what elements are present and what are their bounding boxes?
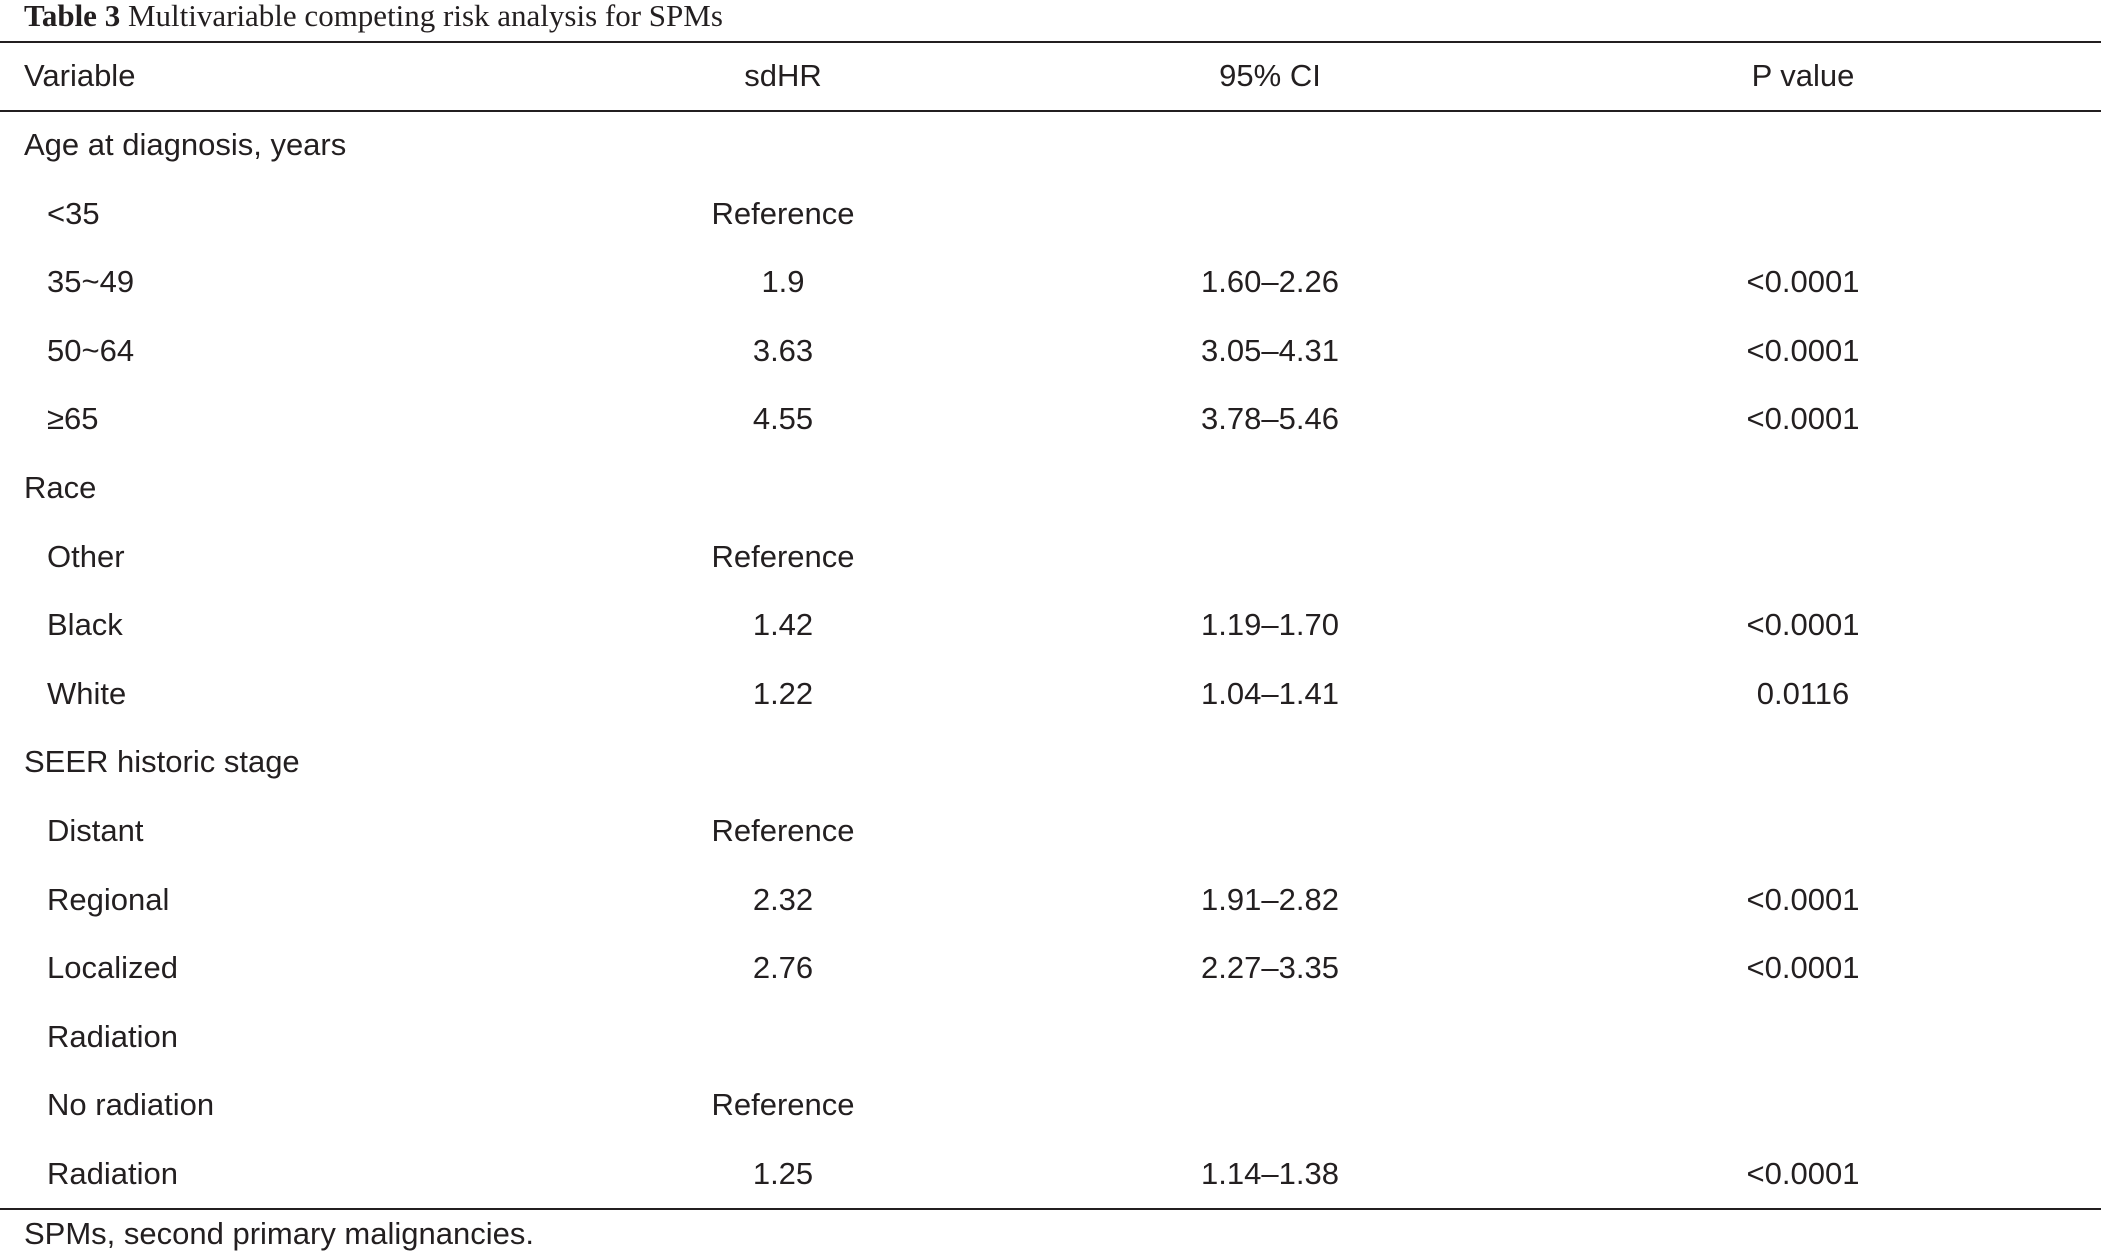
table-caption: Table 3 Multivariable competing risk ana… [24, 0, 723, 36]
table-row: ≥65 4.55 3.78–5.46 <0.0001 [0, 385, 2101, 453]
cell-sdhr: 2.32 [752, 881, 814, 917]
cell-p-value [1603, 1003, 2003, 1071]
cell-p-value [1603, 180, 2003, 248]
cell-variable: Localized [47, 950, 178, 986]
cell-variable: <35 [47, 195, 100, 231]
cell-sdhr [583, 728, 983, 796]
cell-sdhr: Reference [711, 1087, 855, 1123]
cell-ci [1070, 797, 1470, 865]
cell-sdhr [583, 454, 983, 522]
cell-p-value [1603, 797, 2003, 865]
cell-sdhr [583, 1003, 983, 1071]
table-row: Radiation [0, 1003, 2101, 1071]
cell-variable: Regional [47, 881, 170, 917]
cell-p-value: <0.0001 [1746, 264, 1860, 300]
table-row: Race [0, 454, 2101, 522]
table-row: Regional 2.32 1.91–2.82 <0.0001 [0, 866, 2101, 934]
table-row: Localized 2.76 2.27–3.35 <0.0001 [0, 934, 2101, 1002]
cell-variable: Radiation [47, 1018, 178, 1054]
cell-ci: 3.05–4.31 [1201, 332, 1339, 368]
cell-p-value [1603, 454, 2003, 522]
cell-ci [1070, 728, 1470, 796]
table-row: Other Reference [0, 523, 2101, 591]
cell-sdhr: 1.9 [761, 264, 805, 300]
cell-p-value: <0.0001 [1746, 607, 1860, 643]
table-header: Variable sdHR 95% CI P value [0, 42, 2101, 110]
table-row: <35 Reference [0, 180, 2101, 248]
cell-variable: ≥65 [47, 401, 99, 437]
cell-ci: 1.19–1.70 [1201, 607, 1339, 643]
cell-sdhr [583, 111, 983, 179]
cell-variable: 35~49 [47, 264, 135, 300]
cell-sdhr: 3.63 [752, 332, 814, 368]
cell-sdhr: Reference [711, 538, 855, 574]
table-row: Black 1.42 1.19–1.70 <0.0001 [0, 591, 2101, 659]
table-row: Radiation 1.25 1.14–1.38 <0.0001 [0, 1140, 2101, 1208]
cell-ci: 3.78–5.46 [1201, 401, 1339, 437]
top-rule [0, 41, 2101, 43]
table-row: 50~64 3.63 3.05–4.31 <0.0001 [0, 317, 2101, 385]
cell-sdhr: 1.42 [752, 607, 814, 643]
header-sdhr: sdHR [744, 58, 822, 93]
cell-variable: Black [47, 607, 123, 643]
cell-p-value [1603, 523, 2003, 591]
cell-ci [1070, 111, 1470, 179]
cell-ci [1070, 523, 1470, 591]
cell-variable: Other [47, 538, 125, 574]
cell-sdhr: Reference [711, 813, 855, 848]
cell-p-value [1603, 728, 2003, 796]
cell-variable: White [47, 675, 127, 711]
cell-ci: 1.14–1.38 [1201, 1156, 1339, 1191]
table-row: Age at diagnosis, years [0, 111, 2101, 179]
cell-variable: Distant [47, 813, 144, 848]
table-row: White 1.22 1.04–1.41 0.0116 [0, 660, 2101, 728]
cell-sdhr: 1.25 [752, 1156, 814, 1191]
cell-p-value: <0.0001 [1746, 401, 1860, 437]
cell-ci [1070, 1003, 1470, 1071]
cell-p-value: <0.0001 [1746, 332, 1860, 368]
header-ci: 95% CI [1219, 58, 1321, 93]
header-rule [0, 110, 2101, 112]
cell-p-value: <0.0001 [1746, 881, 1860, 917]
cell-variable: No radiation [47, 1087, 215, 1123]
cell-ci [1070, 454, 1470, 522]
header-variable: Variable [24, 58, 136, 93]
bottom-rule [0, 1208, 2101, 1210]
table-footnote: SPMs, second primary malignancies. [24, 1216, 534, 1251]
cell-sdhr: 4.55 [752, 401, 814, 437]
cell-p-value [1603, 1071, 2003, 1139]
cell-p-value: <0.0001 [1746, 1156, 1860, 1191]
cell-ci [1070, 1071, 1470, 1139]
cell-variable: Radiation [47, 1156, 178, 1191]
table-row: Distant Reference [0, 797, 2101, 865]
table-row: 35~49 1.9 1.60–2.26 <0.0001 [0, 248, 2101, 316]
table-row: No radiation Reference [0, 1071, 2101, 1139]
cell-p-value: <0.0001 [1746, 950, 1860, 986]
cell-ci: 1.91–2.82 [1201, 881, 1339, 917]
cell-p-value [1603, 111, 2003, 179]
cell-variable: 50~64 [47, 332, 135, 368]
table-title: Multivariable competing risk analysis fo… [127, 0, 723, 33]
cell-ci: 2.27–3.35 [1201, 950, 1339, 986]
cell-p-value: 0.0116 [1756, 675, 1850, 711]
cell-ci: 1.60–2.26 [1201, 264, 1339, 300]
cell-ci: 1.04–1.41 [1201, 675, 1339, 711]
cell-variable: Race [24, 470, 97, 505]
cell-sdhr: 1.22 [752, 675, 814, 711]
table-row: SEER historic stage [0, 728, 2101, 796]
cell-sdhr: 2.76 [752, 950, 814, 986]
cell-ci [1070, 180, 1470, 248]
cell-sdhr: Reference [711, 195, 855, 231]
table-number: Table 3 [24, 0, 121, 33]
header-p-value: P value [1751, 58, 1855, 93]
cell-variable: SEER historic stage [24, 744, 300, 780]
cell-variable: Age at diagnosis, years [24, 127, 347, 162]
